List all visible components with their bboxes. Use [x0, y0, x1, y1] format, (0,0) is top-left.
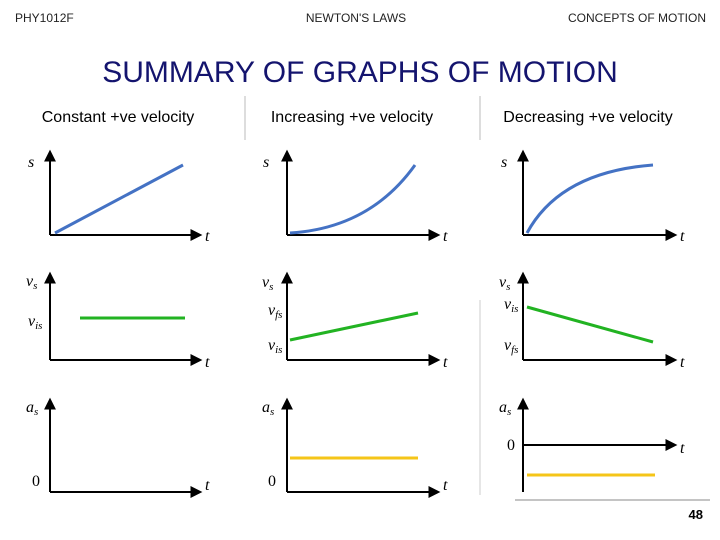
label-sub: is	[275, 344, 282, 356]
curve	[525, 163, 654, 234]
label-main: v	[504, 337, 512, 354]
label-main: v	[26, 273, 34, 290]
axis-label: t	[680, 440, 685, 457]
label-main: v	[268, 337, 276, 354]
label-sub: is	[511, 303, 518, 315]
level-label: vfs	[268, 302, 282, 321]
axis-label: t	[680, 228, 685, 245]
column-heading: Increasing +ve velocity	[271, 109, 433, 126]
curve	[526, 305, 654, 344]
label-sub: fs	[511, 344, 518, 356]
axis-label: s	[501, 154, 507, 171]
axis-label: t	[205, 228, 210, 245]
label-main: v	[28, 313, 36, 330]
label-sub: s	[33, 280, 37, 292]
level-label: vfs	[504, 337, 518, 356]
axis-label: t	[205, 477, 210, 494]
column-heading: Decreasing +ve velocity	[503, 109, 672, 126]
zero-label: 0	[32, 473, 40, 490]
zero-label: 0	[268, 473, 276, 490]
label-main: v	[504, 296, 512, 313]
axis-label: t	[443, 354, 448, 371]
title: SUMMARY OF GRAPHS OF MOTION	[102, 56, 618, 89]
level-label: vis	[504, 296, 518, 315]
label-sub: s	[507, 406, 511, 418]
curve	[54, 163, 184, 235]
axis-label: as	[26, 399, 38, 418]
label-sub: fs	[275, 309, 282, 321]
header-left: PHY1012F	[15, 11, 74, 25]
axis-label: vs	[262, 274, 273, 293]
axis-label: s	[28, 154, 34, 171]
label-sub: s	[269, 281, 273, 293]
label-main: v	[499, 274, 507, 291]
label-main: v	[262, 274, 270, 291]
axis-label: as	[499, 399, 511, 418]
axis-label: s	[263, 154, 269, 171]
label-main: a	[499, 399, 507, 416]
page-number: 48	[689, 507, 703, 522]
axis-label: as	[262, 399, 274, 418]
axis-label: vs	[499, 274, 510, 293]
axis-label: t	[443, 477, 448, 494]
column-heading: Constant +ve velocity	[42, 109, 195, 126]
label-sub: s	[270, 406, 274, 418]
axis-label: vs	[26, 273, 37, 292]
level-label: vis	[28, 313, 42, 332]
zero-label: 0	[507, 437, 515, 454]
curve	[289, 164, 417, 235]
axis-label: t	[680, 354, 685, 371]
label-sub: s	[506, 281, 510, 293]
label-main: a	[262, 399, 270, 416]
label-main: a	[26, 399, 34, 416]
label-main: v	[268, 302, 276, 319]
curve	[289, 311, 419, 342]
axis-label: t	[205, 354, 210, 371]
level-label: vis	[268, 337, 282, 356]
axis-label: t	[443, 228, 448, 245]
label-sub: is	[35, 320, 42, 332]
header-center: NEWTON'S LAWS	[306, 11, 406, 25]
label-sub: s	[34, 406, 38, 418]
header-right: CONCEPTS OF MOTION	[568, 11, 706, 25]
